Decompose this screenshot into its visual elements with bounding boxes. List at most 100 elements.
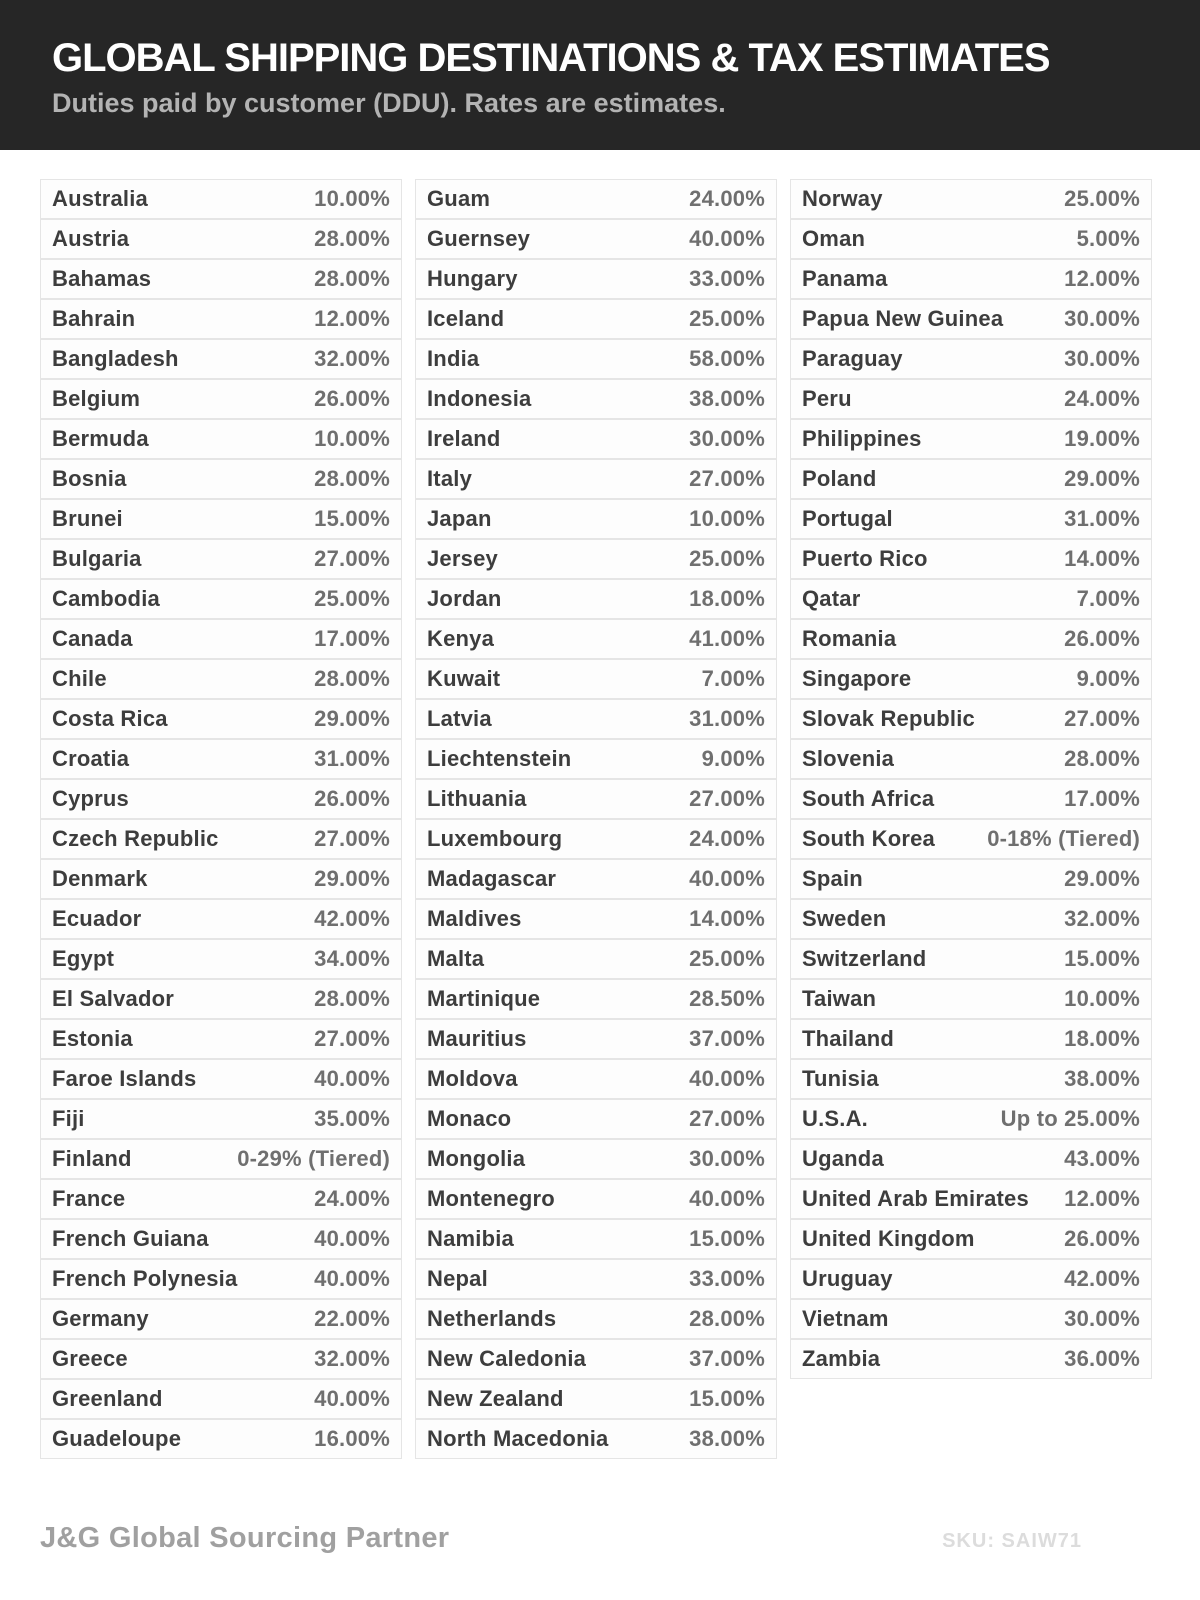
rate-value: 42.00% <box>314 906 390 931</box>
rate-value: 40.00% <box>314 1386 390 1411</box>
country-label: Kuwait <box>427 666 501 691</box>
rate-value: 28.50% <box>689 986 765 1011</box>
rate-value: 28.00% <box>1064 746 1140 771</box>
footer: J&G Global Sourcing Partner SKU: SAIW71 <box>40 1522 1152 1555</box>
table-row: Slovak Republic 27.00% <box>790 699 1152 739</box>
table-row: Belgium 26.00% <box>40 379 402 419</box>
country-label: Nepal <box>427 1266 488 1291</box>
table-row: Spain 29.00% <box>790 859 1152 899</box>
table-row: Chile 28.00% <box>40 659 402 699</box>
table-row: United Kingdom 26.00% <box>790 1219 1152 1259</box>
rate-column-3: Norway 25.00% Oman 5.00% Panama 12.00% Papua N… <box>790 179 1152 1379</box>
table-row: Jersey 25.00% <box>415 539 777 579</box>
table-row: Iceland 25.00% <box>415 299 777 339</box>
country-label: United Kingdom <box>802 1226 975 1251</box>
table-row: South Africa 17.00% <box>790 779 1152 819</box>
rate-value: 7.00% <box>1076 586 1140 611</box>
country-label: Cambodia <box>52 586 160 611</box>
country-label: Uruguay <box>802 1266 893 1291</box>
rate-value: 32.00% <box>314 1346 390 1371</box>
country-label: Bahrain <box>52 306 136 331</box>
rate-value: 28.00% <box>314 986 390 1011</box>
country-label: France <box>52 1186 126 1211</box>
rate-value: 22.00% <box>314 1306 390 1331</box>
table-row: Martinique 28.50% <box>415 979 777 1019</box>
table-row: Finland 0-29% (Tiered) <box>40 1139 402 1179</box>
country-label: Bosnia <box>52 466 127 491</box>
country-label: Slovak Republic <box>802 706 975 731</box>
rate-value: 24.00% <box>314 1186 390 1211</box>
rate-value: 14.00% <box>689 906 765 931</box>
table-row: Czech Republic 27.00% <box>40 819 402 859</box>
table-row: Kenya 41.00% <box>415 619 777 659</box>
table-row: Mongolia 30.00% <box>415 1139 777 1179</box>
rate-value: 28.00% <box>314 466 390 491</box>
country-label: Malta <box>427 946 485 971</box>
table-row: Bermuda 10.00% <box>40 419 402 459</box>
country-label: Zambia <box>802 1346 881 1371</box>
rate-value: 37.00% <box>689 1346 765 1371</box>
table-row: Madagascar 40.00% <box>415 859 777 899</box>
rate-value: 30.00% <box>689 426 765 451</box>
country-label: Thailand <box>802 1026 895 1051</box>
country-label: Iceland <box>427 306 505 331</box>
table-row: Uganda 43.00% <box>790 1139 1152 1179</box>
table-row: Latvia 31.00% <box>415 699 777 739</box>
country-label: Canada <box>52 626 133 651</box>
table-row: Bahrain 12.00% <box>40 299 402 339</box>
country-label: Philippines <box>802 426 922 451</box>
table-row: France 24.00% <box>40 1179 402 1219</box>
rate-value: 16.00% <box>314 1426 390 1451</box>
rate-value: 26.00% <box>1064 626 1140 651</box>
table-row: Croatia 31.00% <box>40 739 402 779</box>
rate-value: 30.00% <box>1064 1306 1140 1331</box>
rate-value: 27.00% <box>314 826 390 851</box>
table-row: North Macedonia 38.00% <box>415 1419 777 1459</box>
table-row: Uruguay 42.00% <box>790 1259 1152 1299</box>
table-row: Ecuador 42.00% <box>40 899 402 939</box>
table-row: Indonesia 38.00% <box>415 379 777 419</box>
rate-value: 33.00% <box>689 266 765 291</box>
rate-value: 31.00% <box>314 746 390 771</box>
table-row: Greece 32.00% <box>40 1339 402 1379</box>
country-label: Brunei <box>52 506 123 531</box>
table-row: Liechtenstein 9.00% <box>415 739 777 779</box>
table-row: Faroe Islands 40.00% <box>40 1059 402 1099</box>
country-label: Ecuador <box>52 906 142 931</box>
country-label: Moldova <box>427 1066 518 1091</box>
country-label: Tunisia <box>802 1066 879 1091</box>
country-label: Paraguay <box>802 346 903 371</box>
table-row: Bangladesh 32.00% <box>40 339 402 379</box>
table-row: Romania 26.00% <box>790 619 1152 659</box>
country-label: Luxembourg <box>427 826 563 851</box>
rate-value: 24.00% <box>1064 386 1140 411</box>
country-label: Mauritius <box>427 1026 527 1051</box>
table-row: Cyprus 26.00% <box>40 779 402 819</box>
rate-value: 12.00% <box>314 306 390 331</box>
rate-value: 25.00% <box>1064 186 1140 211</box>
country-label: Bulgaria <box>52 546 142 571</box>
country-label: Kenya <box>427 626 495 651</box>
table-row: Italy 27.00% <box>415 459 777 499</box>
rate-value: 40.00% <box>689 1186 765 1211</box>
rate-column-1: Australia 10.00% Austria 28.00% Bahamas 28.00… <box>40 179 402 1459</box>
table-row: Greenland 40.00% <box>40 1379 402 1419</box>
rate-column-2: Guam 24.00% Guernsey 40.00% Hungary 33.00% Ice… <box>415 179 777 1459</box>
country-label: Poland <box>802 466 877 491</box>
rate-value: 29.00% <box>1064 466 1140 491</box>
table-row: Vietnam 30.00% <box>790 1299 1152 1339</box>
rate-value: 25.00% <box>689 946 765 971</box>
country-label: Netherlands <box>427 1306 557 1331</box>
table-row: Mauritius 37.00% <box>415 1019 777 1059</box>
table-row: Denmark 29.00% <box>40 859 402 899</box>
rate-value: 9.00% <box>1076 666 1140 691</box>
country-label: Oman <box>802 226 866 251</box>
table-row: French Polynesia 40.00% <box>40 1259 402 1299</box>
rate-value: 40.00% <box>314 1266 390 1291</box>
rate-value: 36.00% <box>1064 1346 1140 1371</box>
rate-value: 26.00% <box>314 386 390 411</box>
rate-value: 34.00% <box>314 946 390 971</box>
table-row: India 58.00% <box>415 339 777 379</box>
country-label: French Polynesia <box>52 1266 238 1291</box>
